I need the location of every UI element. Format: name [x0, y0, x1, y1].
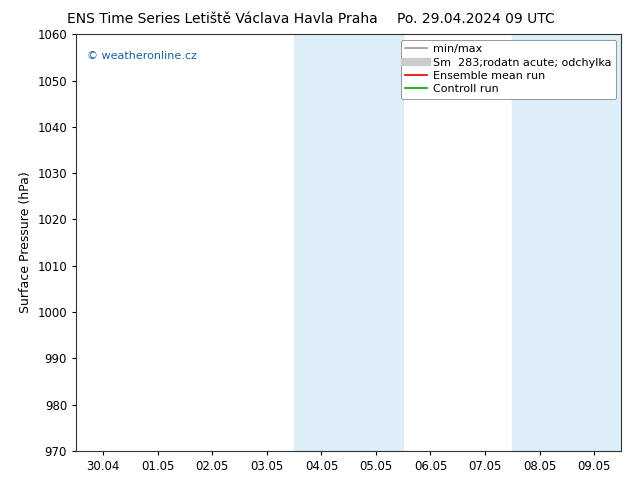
Bar — [567, 34, 621, 451]
Text: ENS Time Series Letiště Václava Havla Praha: ENS Time Series Letiště Václava Havla Pr… — [67, 12, 377, 26]
Bar — [294, 34, 349, 451]
Text: Po. 29.04.2024 09 UTC: Po. 29.04.2024 09 UTC — [397, 12, 554, 26]
Y-axis label: Surface Pressure (hPa): Surface Pressure (hPa) — [19, 172, 32, 314]
Text: © weatheronline.cz: © weatheronline.cz — [87, 51, 197, 61]
Legend: min/max, Sm  283;rodatn acute; odchylka, Ensemble mean run, Controll run: min/max, Sm 283;rodatn acute; odchylka, … — [401, 40, 616, 99]
Bar — [349, 34, 403, 451]
Bar — [512, 34, 567, 451]
